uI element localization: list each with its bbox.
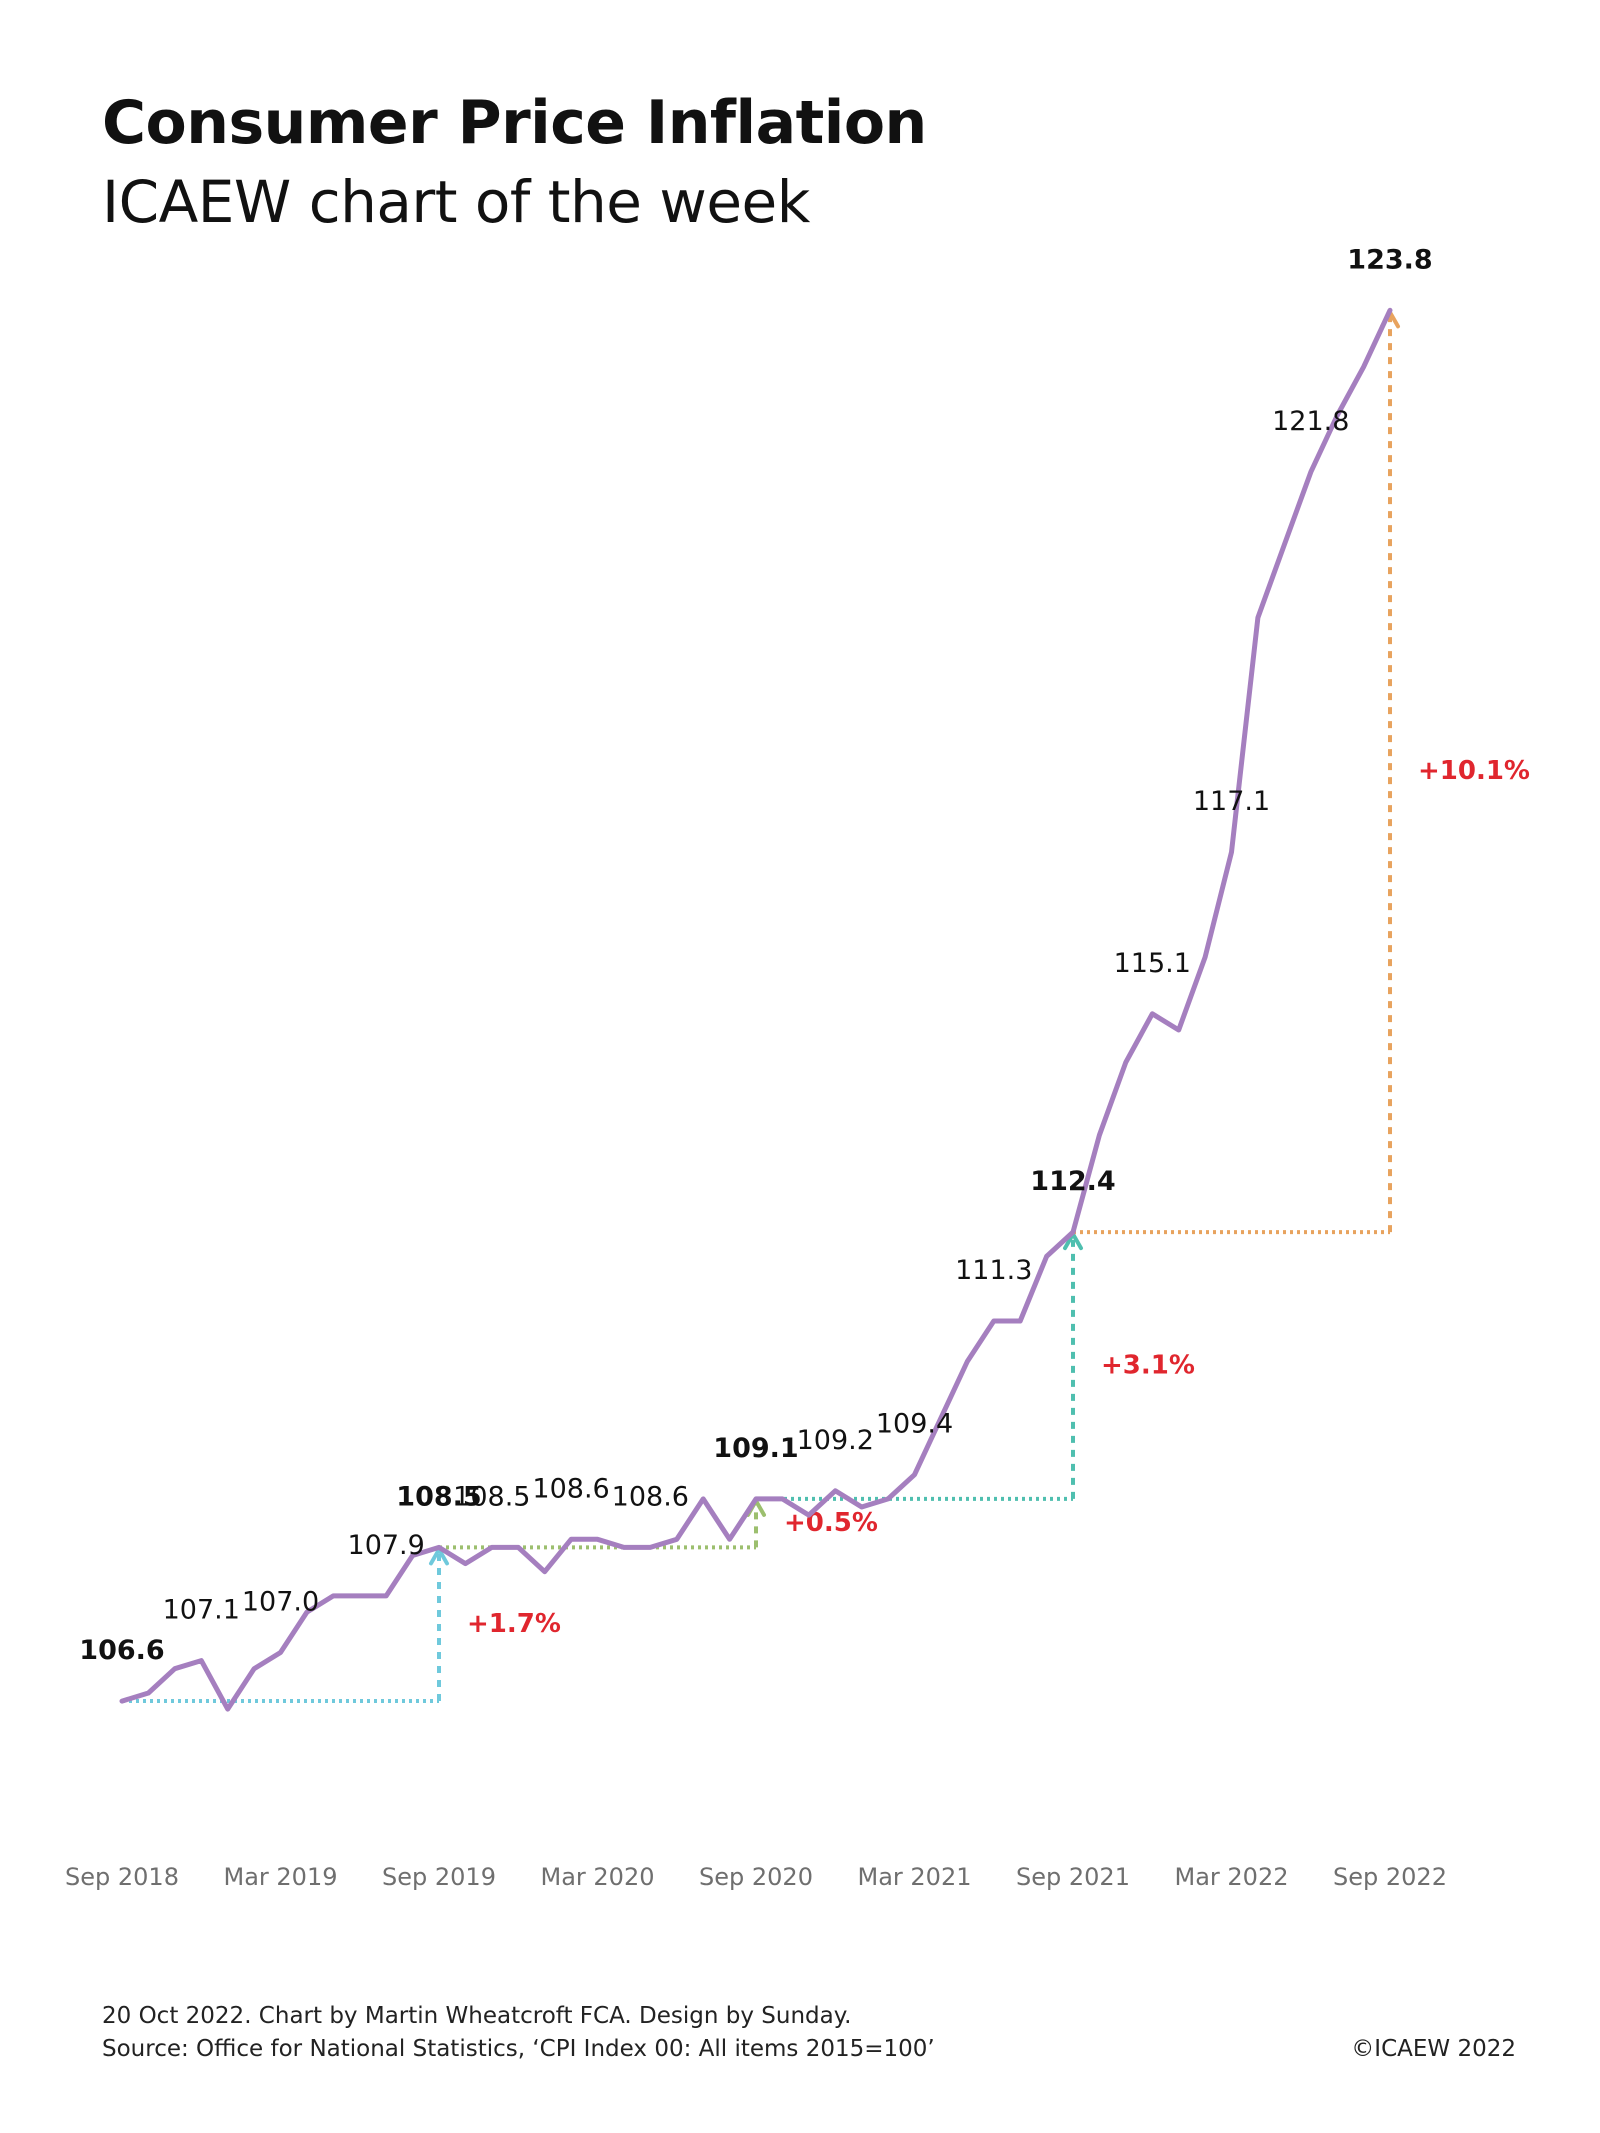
annotation-change-label: +0.5% [784, 1508, 878, 1538]
x-axis: Sep 2018 Mar 2019 Sep 2019 Mar 2020 Sep 2020… [65, 1863, 1447, 1891]
footer-source: Source: Office for National Statistics, … [102, 2036, 935, 2062]
data-label: 121.8 [1272, 406, 1349, 437]
data-label: 123.8 [1347, 244, 1432, 275]
chart-subtitle: ICAEW chart of the week [102, 168, 810, 236]
footer-credit: 20 Oct 2022. Chart by Martin Wheatcroft … [102, 2003, 852, 2029]
data-label: 117.1 [1193, 786, 1270, 817]
data-label: 109.2 [797, 1425, 874, 1456]
x-tick-label: Sep 2019 [382, 1863, 496, 1891]
data-label: 109.4 [876, 1409, 953, 1440]
x-tick-label: Mar 2022 [1175, 1863, 1289, 1891]
annotation-change-label: +10.1% [1418, 756, 1530, 786]
x-tick-label: Sep 2021 [1016, 1863, 1130, 1891]
x-tick-label: Mar 2020 [541, 1863, 655, 1891]
data-label: 107.1 [163, 1595, 240, 1626]
data-label: 108.6 [612, 1481, 689, 1512]
data-label: 108.6 [532, 1473, 609, 1504]
data-label: 108.5 [396, 1481, 481, 1512]
cpi-series-line [119, 307, 1393, 1712]
data-label: 112.4 [1030, 1166, 1115, 1197]
data-label: 109.1 [713, 1433, 798, 1464]
series-layer [119, 307, 1393, 1712]
data-label: 115.1 [1114, 948, 1191, 979]
data-label: 111.3 [955, 1255, 1032, 1286]
data-label: 107.9 [348, 1530, 425, 1561]
copyright-notice: ©ICAEW 2022 [1351, 2036, 1516, 2062]
x-tick-label: Sep 2020 [699, 1863, 813, 1891]
data-label: 108.5 [453, 1481, 530, 1512]
x-tick-label: Mar 2021 [858, 1863, 972, 1891]
data-label: 107.0 [242, 1587, 319, 1618]
x-tick-label: Sep 2018 [65, 1863, 179, 1891]
change-annotations: +1.7% +0.5% +3.1% +10.1% [122, 310, 1530, 1704]
x-tick-label: Mar 2019 [224, 1863, 338, 1891]
annotation-change-label: +1.7% [467, 1609, 561, 1639]
chart-title: Consumer Price Inflation [102, 88, 927, 158]
x-tick-label: Sep 2022 [1333, 1863, 1447, 1891]
data-label: 106.6 [79, 1635, 164, 1666]
annotation-change-label: +3.1% [1101, 1351, 1195, 1381]
